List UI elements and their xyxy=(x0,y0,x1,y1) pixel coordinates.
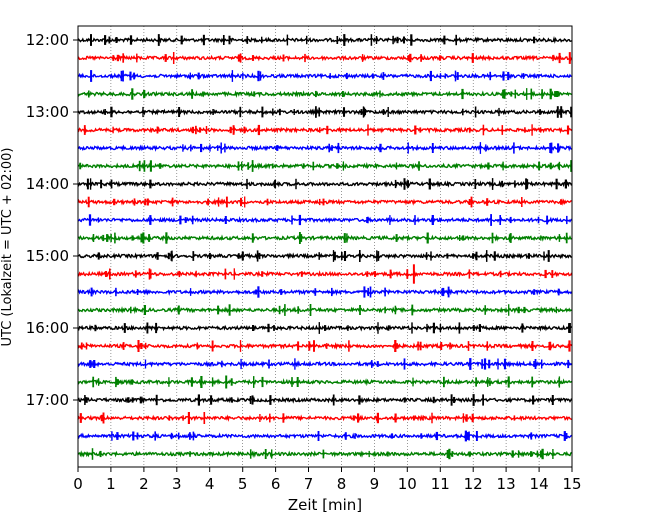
y-tick-label: 15:00 xyxy=(26,247,69,265)
y-tick-label: 12:00 xyxy=(26,31,69,49)
x-tick-label: 3 xyxy=(172,475,182,493)
y-tick-label: 16:00 xyxy=(26,319,69,337)
trace-line xyxy=(77,124,573,136)
trace-line xyxy=(77,232,572,244)
trace-line xyxy=(77,375,573,389)
y-tick-label: 14:00 xyxy=(26,175,69,193)
x-tick-label: 14 xyxy=(530,475,549,493)
x-tick-label: 13 xyxy=(497,475,516,493)
x-tick-label: 15 xyxy=(562,475,581,493)
x-tick-label: 0 xyxy=(73,475,83,493)
y-tick-label: 17:00 xyxy=(26,391,69,409)
trace-line xyxy=(77,160,573,172)
trace-line xyxy=(77,196,572,208)
y-axis-label: UTC (Lokalzeit = UTC + 02:00) xyxy=(0,148,15,347)
x-tick-label: 5 xyxy=(238,475,248,493)
x-tick-label: 10 xyxy=(398,475,417,493)
x-tick-label: 1 xyxy=(106,475,116,493)
trace-line xyxy=(77,304,573,316)
trace-line xyxy=(77,340,573,352)
y-tick-label: 13:00 xyxy=(26,103,69,121)
trace-line xyxy=(77,106,573,118)
x-tick-label: 9 xyxy=(370,475,380,493)
trace-line xyxy=(77,322,572,334)
trace-line xyxy=(77,430,573,442)
trace-line xyxy=(77,142,572,154)
x-tick-label: 8 xyxy=(337,475,347,493)
x-tick-label: 6 xyxy=(271,475,281,493)
y-axis: 12:00 13:00 14:00 15:00 16:00 17:00 xyxy=(26,31,78,409)
trace-line xyxy=(77,214,573,226)
trace-line xyxy=(77,448,572,460)
trace-line xyxy=(77,88,573,100)
x-tick-label: 7 xyxy=(304,475,314,493)
trace-line xyxy=(77,70,572,82)
x-tick-label: 4 xyxy=(205,475,215,493)
trace-line xyxy=(77,394,573,406)
trace-line xyxy=(77,34,572,46)
x-tick-label: 11 xyxy=(431,475,450,493)
trace-line xyxy=(77,286,573,298)
x-axis: 0 1 2 3 4 5 6 7 8 9 10 11 12 13 14 15 xyxy=(73,467,582,493)
trace-line xyxy=(77,264,573,284)
trace-line xyxy=(77,178,573,190)
trace-line xyxy=(77,358,573,370)
plot-frame xyxy=(77,25,573,468)
trace-layer xyxy=(77,34,573,460)
trace-line xyxy=(78,250,572,262)
x-tick-label: 12 xyxy=(464,475,483,493)
x-axis-label: Zeit [min] xyxy=(288,496,362,514)
trace-line xyxy=(77,412,572,424)
trace-line xyxy=(77,52,573,64)
x-tick-label: 2 xyxy=(139,475,149,493)
